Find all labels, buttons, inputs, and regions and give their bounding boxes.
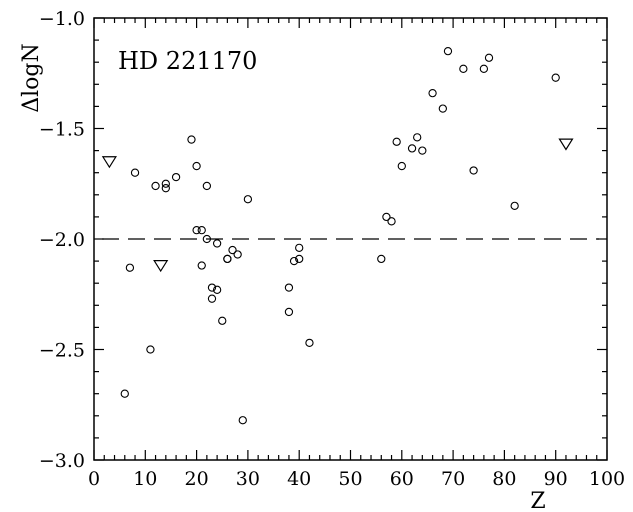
data-point-circle — [377, 254, 386, 264]
x-tick-label: 0 — [88, 468, 100, 490]
data-point-upper-limit — [153, 260, 169, 273]
data-point-circle — [295, 254, 304, 264]
chart-title: HD 221170 — [118, 47, 257, 75]
data-point-circle — [305, 338, 314, 348]
x-tick-label: 70 — [441, 468, 465, 490]
x-axis-label: Z — [530, 489, 545, 512]
data-point-circle — [212, 285, 222, 294]
data-point-circle — [284, 307, 294, 317]
x-tick-label: 20 — [185, 468, 209, 490]
data-point-circle — [407, 144, 417, 153]
data-point-circle — [223, 254, 232, 264]
x-tick-label: 100 — [589, 468, 625, 490]
data-point-circle — [238, 416, 247, 425]
x-tick-label: 40 — [287, 468, 311, 490]
x-tick-label: 90 — [544, 468, 568, 490]
axis-ticks — [93, 17, 608, 461]
data-point-circle — [171, 172, 181, 182]
y-tick-label: −2.0 — [39, 229, 85, 251]
y-tick-label: −1.5 — [39, 119, 85, 141]
data-point-circle — [243, 195, 253, 204]
x-tick-label: 30 — [236, 468, 260, 490]
data-point-circle — [192, 226, 201, 235]
x-tick-label: 60 — [390, 468, 414, 490]
data-point-circle — [459, 64, 468, 73]
data-point-circle — [207, 294, 217, 303]
data-point-circle — [218, 316, 227, 325]
y-tick-label: −3.0 — [39, 450, 85, 472]
data-point-circle — [197, 226, 206, 235]
data-point-circle — [443, 47, 453, 56]
data-point-circle — [479, 64, 489, 73]
data-point-circle — [387, 217, 396, 226]
data-point-circle — [438, 104, 447, 113]
data-point-circle — [484, 53, 494, 62]
x-tick-label: 10 — [133, 468, 157, 490]
data-point-circle — [207, 283, 217, 292]
data-point-circle — [551, 73, 560, 82]
y-tick-label: −2.5 — [39, 340, 85, 362]
data-point-circle — [228, 245, 237, 255]
axis-tick-labels: 0 10 20 30 40 50 60 70 80 90 100 −3.0 −2.5 −2.0 −1.5 −1… — [39, 8, 625, 490]
data-point-circle — [510, 201, 519, 210]
data-point-upper-limit — [101, 156, 117, 169]
data-point-circle — [382, 212, 391, 222]
data-point-circle — [161, 179, 170, 188]
data-point-circle — [120, 389, 129, 398]
data-point-circle — [125, 263, 135, 272]
data-point-circle — [284, 283, 294, 292]
y-axis-label: ΔlogN — [19, 43, 44, 113]
data-point-circle — [202, 181, 212, 191]
data-point-circle — [197, 261, 206, 270]
data-point-circle — [397, 161, 406, 171]
y-tick-label: −1.0 — [39, 8, 85, 30]
data-point-circle — [161, 184, 170, 193]
data-point-circle — [151, 181, 160, 191]
x-tick-label: 50 — [338, 468, 362, 490]
data-point-circle — [146, 345, 155, 354]
data-point-circle — [233, 250, 242, 259]
data-point-circle — [130, 168, 140, 177]
data-point-circle — [192, 161, 201, 171]
data-points — [101, 47, 574, 425]
x-tick-label: 80 — [492, 468, 516, 490]
data-point-circle — [212, 239, 222, 248]
data-point-circle — [469, 166, 478, 175]
data-point-circle — [418, 146, 427, 155]
data-point-circle — [413, 133, 422, 142]
data-point-circle — [392, 137, 401, 146]
data-point-circle — [428, 88, 437, 98]
data-point-circle — [187, 135, 196, 144]
data-point-circle — [295, 243, 304, 252]
data-point-circle — [289, 256, 299, 266]
data-point-circle — [202, 234, 212, 244]
data-point-upper-limit — [558, 138, 574, 151]
